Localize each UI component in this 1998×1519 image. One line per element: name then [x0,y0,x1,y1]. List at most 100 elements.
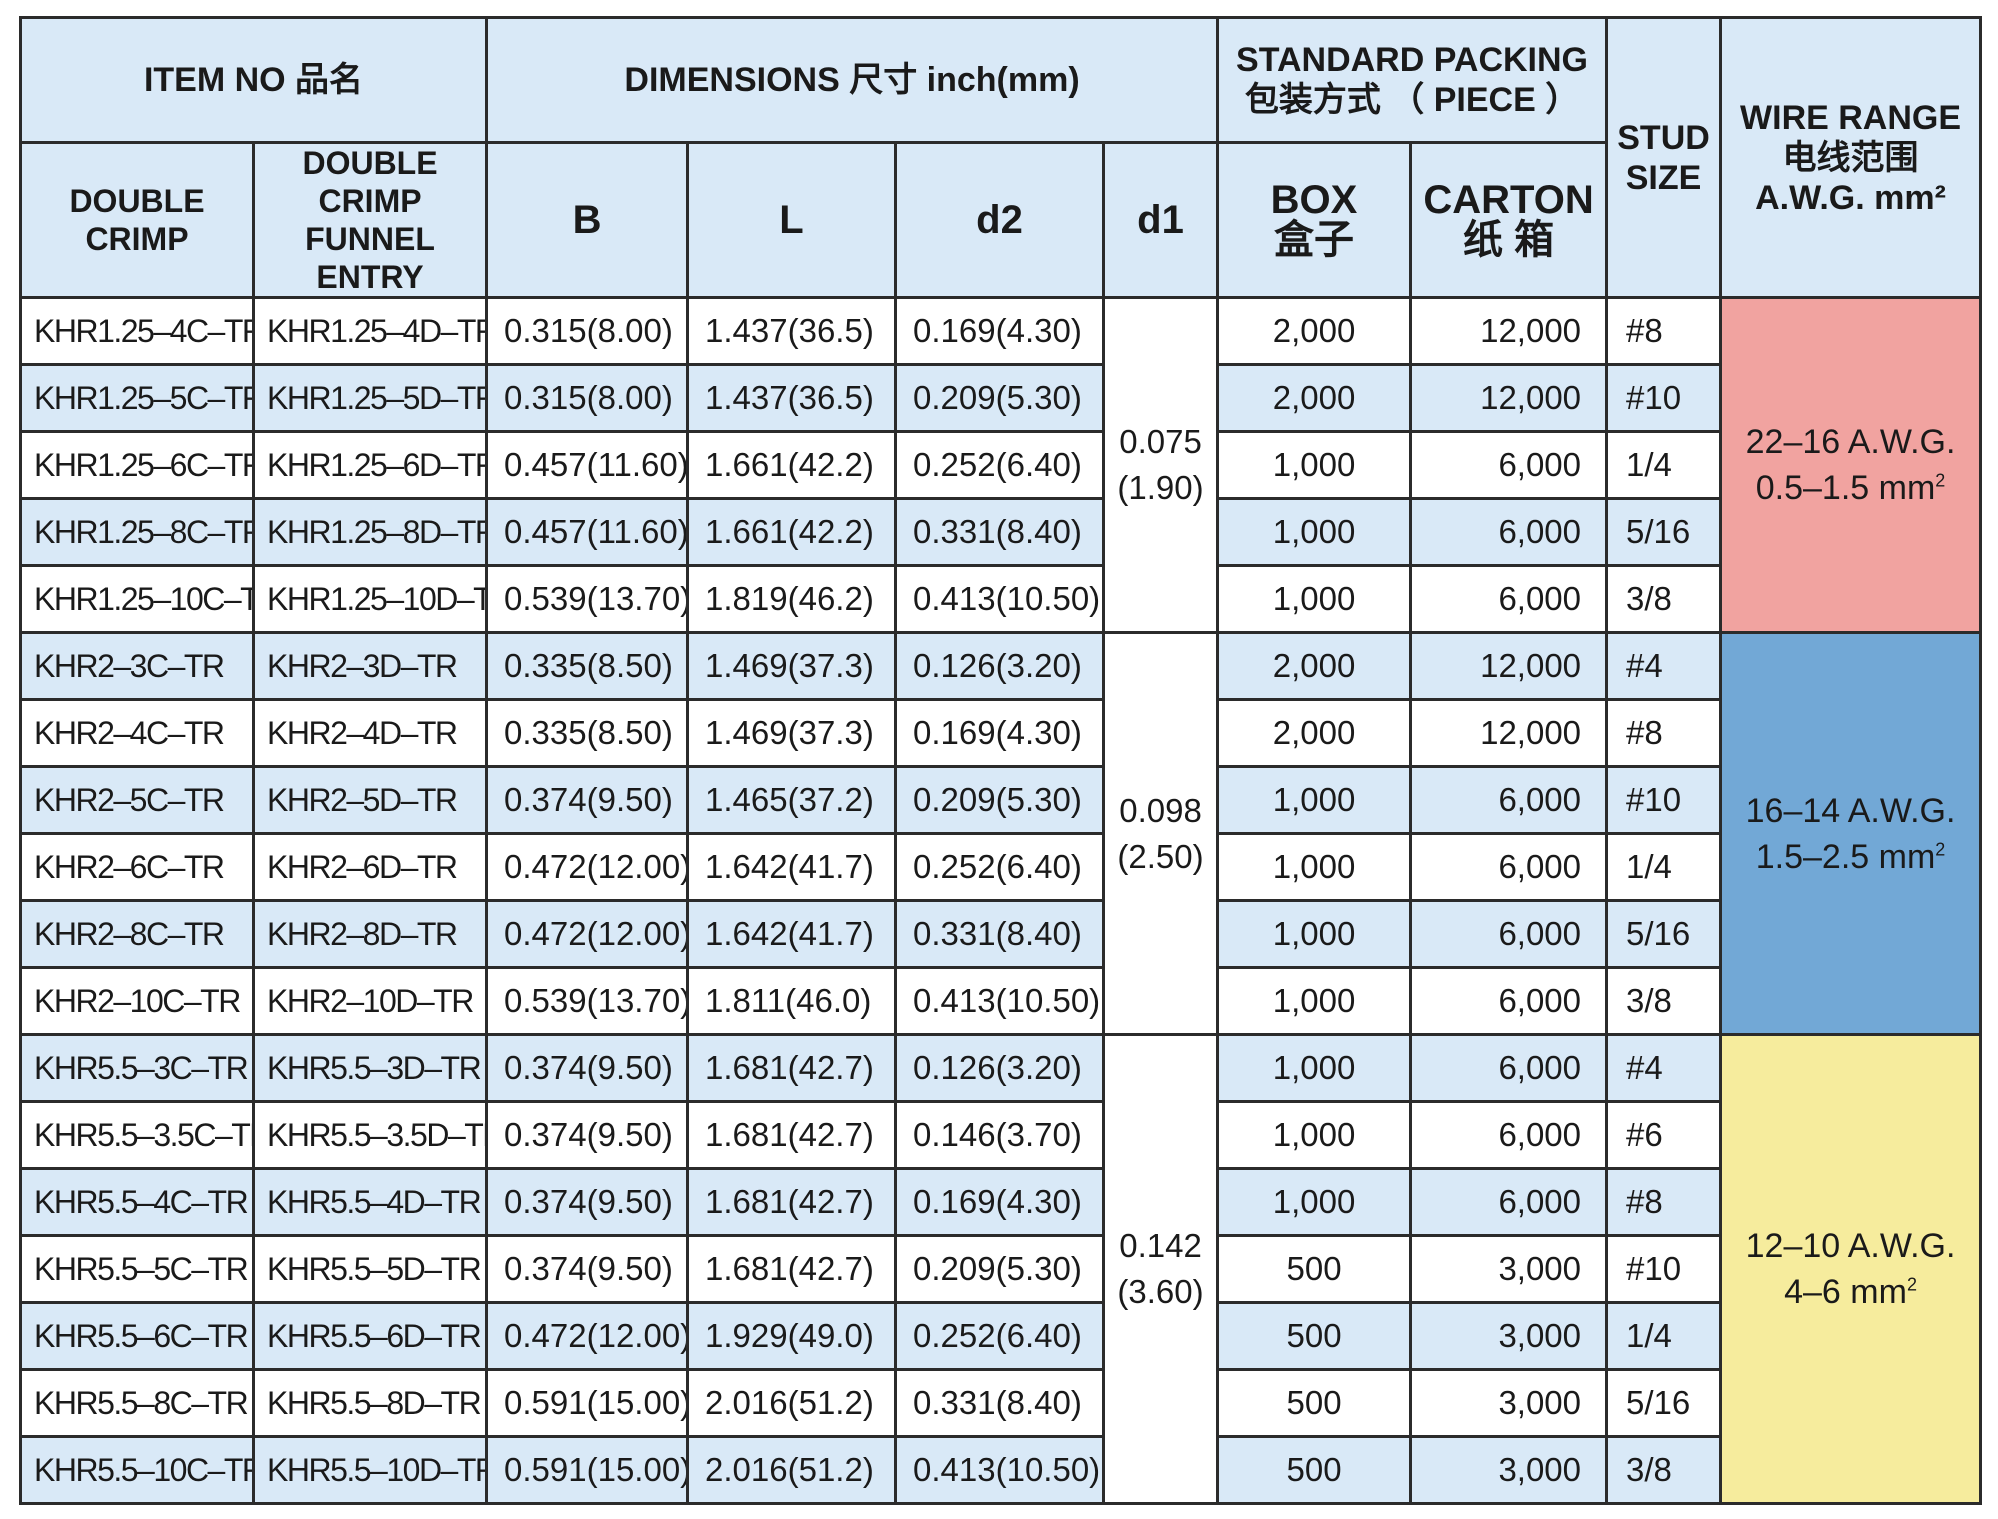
stud-size-cell: 5/16 [1605,497,1723,567]
funnel-entry-cell: KHR2–6D–TR [251,832,489,902]
d2-cell: 0.252(6.40) [894,430,1106,500]
double-crimp-cell: KHR2–10C–TR [19,966,255,1036]
double-crimp-cell: KHR2–4C–TR [19,698,255,768]
wire-mm: 1.5–2.5 mm2 [1755,837,1946,876]
table-row: KHR1.25–6C–TR KHR1.25–6D–TR 0.457(11.60) 1.… [19,430,1981,500]
table-row: KHR1.25–8C–TR KHR1.25–8D–TR 0.457(11.60) 1.… [19,497,1981,567]
box-cell: 1,000 [1216,564,1413,634]
spec-table: ITEM NO 品名 DIMENSIONS 尺寸 inch(mm) STANDA… [18,16,1983,1505]
box-cell: 2,000 [1216,698,1413,768]
funnel-entry-cell: KHR1.25–8D–TR [251,497,489,567]
stud-size-cell: #4 [1605,1033,1723,1103]
d2-cell: 0.169(4.30) [894,1167,1106,1237]
l-cell: 1.661(42.2) [686,497,898,567]
table-row: KHR5.5–4C–TR KHR5.5–4D–TR 0.374(9.50) 1.681… [19,1167,1981,1237]
funnel-entry-cell: KHR5.5–8D–TR [251,1368,489,1438]
table-row: KHR5.5–3C–TR KHR5.5–3D–TR 0.374(9.50) 1.681… [19,1033,1983,1505]
l-cell: 1.437(36.5) [686,296,898,366]
double-crimp-cell: KHR1.25–4C–TR [19,296,255,366]
stud-size-cell: 5/16 [1605,1368,1723,1438]
carton-cell: 3,000 [1409,1234,1609,1304]
carton-cell: 6,000 [1409,899,1609,969]
b-cell: 0.539(13.70) [485,564,690,634]
wire-mm: 0.5–1.5 mm2 [1755,469,1946,507]
carton-cell: 3,000 [1409,1301,1609,1371]
double-crimp-cell: KHR5.5–5C–TR [19,1234,255,1304]
stud-size-cell: #4 [1605,631,1723,701]
d2-cell: 0.126(3.20) [894,631,1106,701]
table-row: KHR1.25–10C–TRKHR1.25–10D–TR0.539(13.70)… [19,564,1981,634]
l-header: L [686,141,898,299]
stud-size-cell: 1/4 [1605,832,1723,902]
box-cell: 1,000 [1216,497,1413,567]
funnel-entry-cell: KHR1.25–4D–TR [251,296,489,366]
double-crimp-cell: KHR2–3C–TR [19,631,255,701]
table-row: KHR2–4C–TR KHR2–4D–TR 0.335(8.50) 1.469(37.… [19,698,1981,768]
double-crimp-header: DOUBLE CRIMP [19,141,255,299]
stud-size-cell: #10 [1605,363,1723,433]
table-row: KHR5.5–3.5C–TR KHR5.5–3.5D–TR 0.374(9.50) 1… [19,1100,1981,1170]
l-cell: 1.681(42.7) [686,1234,898,1304]
table-row: KHR2–3C–TR KHR2–3D–TR 0.335(8.50) 1.469(37.… [19,631,1983,1036]
funnel-entry-cell: KHR2–8D–TR [251,899,489,969]
funnel-entry-cell: KHR1.25–6D–TR [251,430,489,500]
b-cell: 0.315(8.00) [485,296,690,366]
d2-cell: 0.331(8.40) [894,497,1106,567]
funnel-entry-cell: KHR5.5–6D–TR [251,1301,489,1371]
stud-size-cell: #8 [1605,296,1723,366]
stud-size-cell: #6 [1605,1100,1723,1170]
stud-size-cell: 3/8 [1605,564,1723,634]
box-cell: 500 [1216,1301,1413,1371]
carton-cell: 12,000 [1409,363,1609,433]
box-cell: 1,000 [1216,765,1413,835]
b-cell: 0.374(9.50) [485,1234,690,1304]
l-cell: 2.016(51.2) [686,1368,898,1438]
carton-cell: 3,000 [1409,1435,1609,1505]
b-cell: 0.457(11.60) [485,430,690,500]
table-row: KHR1.25–4C–TR KHR1.25–4D–TR 0.315(8.00) 1.4… [19,296,1983,634]
carton-cell: 6,000 [1409,1100,1609,1170]
spec-body: KHR1.25–4C–TR KHR1.25–4D–TR 0.315(8.00) 1.4… [19,296,1983,1505]
table-row: KHR5.5–6C–TR KHR5.5–6D–TR 0.472(12.00) 1.92… [19,1301,1981,1371]
d2-cell: 0.169(4.30) [894,296,1106,366]
b-cell: 0.374(9.50) [485,1100,690,1170]
funnel-entry-cell: KHR1.25–10D–TR [251,564,489,634]
b-cell: 0.591(15.00) [485,1435,690,1505]
stud-size-cell: 3/8 [1605,1435,1723,1505]
stud-size-cell: 1/4 [1605,430,1723,500]
d1-cell: 0.142 (3.60) [1102,1033,1220,1505]
b-cell: 0.335(8.50) [485,698,690,768]
b-cell: 0.472(12.00) [485,1301,690,1371]
wire-awg: 16–14 A.W.G. [1745,791,1956,830]
wire-mm-text: 1.5–2.5 mm [1755,837,1936,876]
l-cell: 1.437(36.5) [686,363,898,433]
stud-size-cell: 1/4 [1605,1301,1723,1371]
carton-cell: 6,000 [1409,497,1609,567]
d2-header: d2 [894,141,1106,299]
stud-size-cell: #10 [1605,1234,1723,1304]
d2-cell: 0.413(10.50) [894,1435,1106,1505]
box-cell: 2,000 [1216,296,1413,366]
b-cell: 0.374(9.50) [485,1167,690,1237]
l-cell: 1.661(42.2) [686,430,898,500]
d2-cell: 0.252(6.40) [894,832,1106,902]
double-crimp-cell: KHR5.5–10C–TR [19,1435,255,1505]
wire-mm: 4–6 mm2 [1784,1273,1917,1311]
box-cell: 1,000 [1216,430,1413,500]
stud-size-cell: #10 [1605,765,1723,835]
b-cell: 0.539(13.70) [485,966,690,1036]
funnel-entry-cell: KHR2–10D–TR [251,966,489,1036]
wire-mm-text: 0.5–1.5 mm [1755,469,1936,507]
dimensions-header: DIMENSIONS 尺寸 inch(mm) [485,16,1220,144]
d1-mm: (3.60) [1117,1273,1204,1310]
carton-cell: 6,000 [1409,832,1609,902]
box-cell: 2,000 [1216,631,1413,701]
l-cell: 1.681(42.7) [686,1167,898,1237]
table-row: KHR5.5–10C–TR KHR5.5–10D–TR 0.591(15.00) 2.… [19,1435,1981,1505]
d1-inch: 0.075 [1119,423,1202,460]
b-cell: 0.335(8.50) [485,631,690,701]
b-cell: 0.374(9.50) [485,765,690,835]
wire-awg: 12–10 A.W.G. [1745,1227,1956,1265]
wire-awg: 22–16 A.W.G. [1745,423,1956,461]
table-row: KHR5.5–5C–TR KHR5.5–5D–TR 0.374(9.50) 1.681… [19,1234,1981,1304]
